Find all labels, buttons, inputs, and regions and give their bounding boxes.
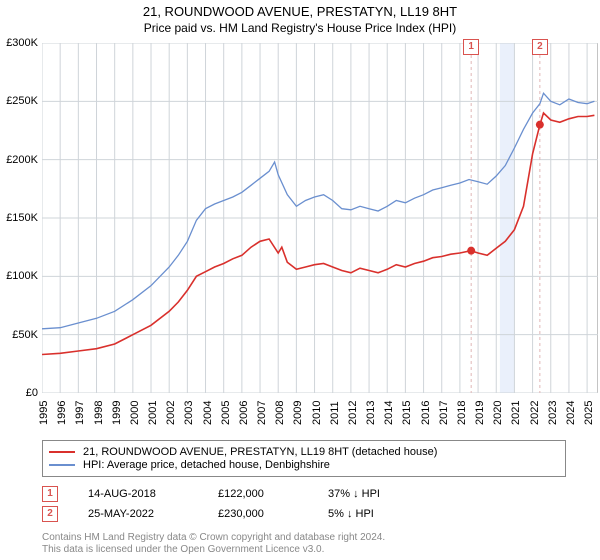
sale-row: 1 14-AUG-2018 £122,000 37% ↓ HPI (42, 486, 566, 502)
sale-price: £230,000 (218, 508, 298, 520)
x-axis-label: 2000 (129, 401, 141, 425)
x-axis-label: 2020 (492, 401, 504, 425)
y-axis-label: £0 (0, 387, 38, 399)
x-axis-label: 2017 (438, 401, 450, 425)
x-axis-label: 2025 (583, 401, 595, 425)
footer: Contains HM Land Registry data © Crown c… (42, 532, 586, 556)
x-axis-label: 1995 (38, 401, 50, 425)
page-title: 21, ROUNDWOOD AVENUE, PRESTATYN, LL19 8H… (0, 0, 600, 19)
x-axis-label: 2023 (547, 401, 559, 425)
line-chart (42, 43, 598, 393)
x-axis-label: 2015 (401, 401, 413, 425)
x-axis-label: 2005 (220, 401, 232, 425)
x-axis-label: 1997 (74, 401, 86, 425)
page-subtitle: Price paid vs. HM Land Registry's House … (0, 19, 600, 37)
sale-marker-box: 2 (42, 506, 58, 522)
x-axis-label: 2007 (256, 401, 268, 425)
legend-swatch (49, 464, 75, 467)
x-axis-label: 2001 (147, 401, 159, 425)
x-axis-label: 2004 (202, 401, 214, 425)
x-axis-label: 2002 (165, 401, 177, 425)
x-axis-label: 2012 (347, 401, 359, 425)
x-axis-label: 1998 (93, 401, 105, 425)
sale-marker-box: 1 (463, 39, 479, 55)
x-axis-label: 2008 (274, 401, 286, 425)
footer-line: Contains HM Land Registry data © Crown c… (42, 532, 586, 544)
x-axis-label: 2009 (292, 401, 304, 425)
x-axis-label: 2006 (238, 401, 250, 425)
chart-container: £0£50K£100K£150K£200K£250K£300K199519961… (42, 43, 598, 393)
y-axis-label: £150K (0, 212, 38, 224)
legend-label: HPI: Average price, detached house, Denb… (83, 459, 330, 471)
legend-row: HPI: Average price, detached house, Denb… (49, 459, 559, 471)
y-axis-label: £250K (0, 95, 38, 107)
x-axis-label: 2003 (183, 401, 195, 425)
footer-line: This data is licensed under the Open Gov… (42, 544, 586, 556)
sale-delta: 37% ↓ HPI (328, 488, 380, 500)
sale-row: 2 25-MAY-2022 £230,000 5% ↓ HPI (42, 506, 566, 522)
x-axis-label: 1996 (56, 401, 68, 425)
legend-row: 21, ROUNDWOOD AVENUE, PRESTATYN, LL19 8H… (49, 446, 559, 458)
legend-swatch (49, 451, 75, 454)
legend: 21, ROUNDWOOD AVENUE, PRESTATYN, LL19 8H… (42, 440, 566, 477)
x-axis-label: 2021 (510, 401, 522, 425)
y-axis-label: £300K (0, 37, 38, 49)
sale-date: 25-MAY-2022 (88, 508, 188, 520)
sale-date: 14-AUG-2018 (88, 488, 188, 500)
x-axis-label: 2010 (311, 401, 323, 425)
sale-delta: 5% ↓ HPI (328, 508, 374, 520)
x-axis-label: 2011 (329, 401, 341, 425)
sale-marker-box: 1 (42, 486, 58, 502)
x-axis-label: 2022 (529, 401, 541, 425)
y-axis-label: £100K (0, 270, 38, 282)
x-axis-label: 2018 (456, 401, 468, 425)
y-axis-label: £50K (0, 329, 38, 341)
x-axis-label: 1999 (111, 401, 123, 425)
y-axis-label: £200K (0, 154, 38, 166)
sale-marker-box: 2 (532, 39, 548, 55)
x-axis-label: 2024 (565, 401, 577, 425)
sale-price: £122,000 (218, 488, 298, 500)
x-axis-label: 2014 (383, 401, 395, 425)
x-axis-label: 2019 (474, 401, 486, 425)
x-axis-label: 2013 (365, 401, 377, 425)
legend-label: 21, ROUNDWOOD AVENUE, PRESTATYN, LL19 8H… (83, 446, 437, 458)
x-axis-label: 2016 (420, 401, 432, 425)
